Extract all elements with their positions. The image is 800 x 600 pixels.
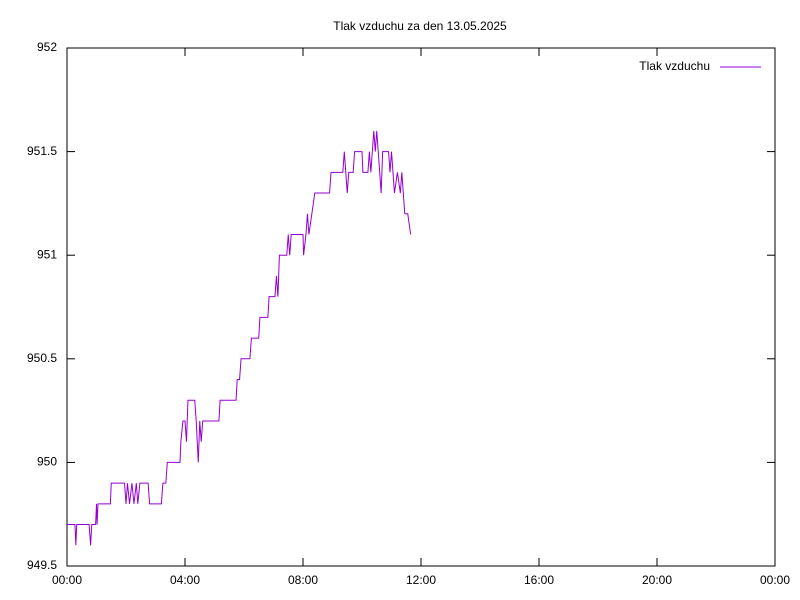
y-tick-label: 951 [37,247,57,261]
data-line [67,130,412,546]
x-tick-label: 12:00 [406,573,436,587]
x-tick-label: 20:00 [642,573,672,587]
y-tick-label: 951.5 [27,144,57,158]
chart-title: Tlak vzduchu za den 13.05.2025 [333,19,507,33]
x-tick-label: 08:00 [288,573,318,587]
x-tick-label: 00:00 [760,573,790,587]
x-tick-label: 04:00 [170,573,200,587]
y-tick-label: 952 [37,40,57,54]
legend-label: Tlak vzduchu [639,59,710,73]
y-tick-label: 949.5 [27,558,57,572]
x-tick-label: 00:00 [52,573,82,587]
plot-frame [66,47,776,567]
y-tick-label: 950.5 [27,351,57,365]
x-tick-label: 16:00 [524,573,554,587]
y-tick-label: 950 [37,455,57,469]
